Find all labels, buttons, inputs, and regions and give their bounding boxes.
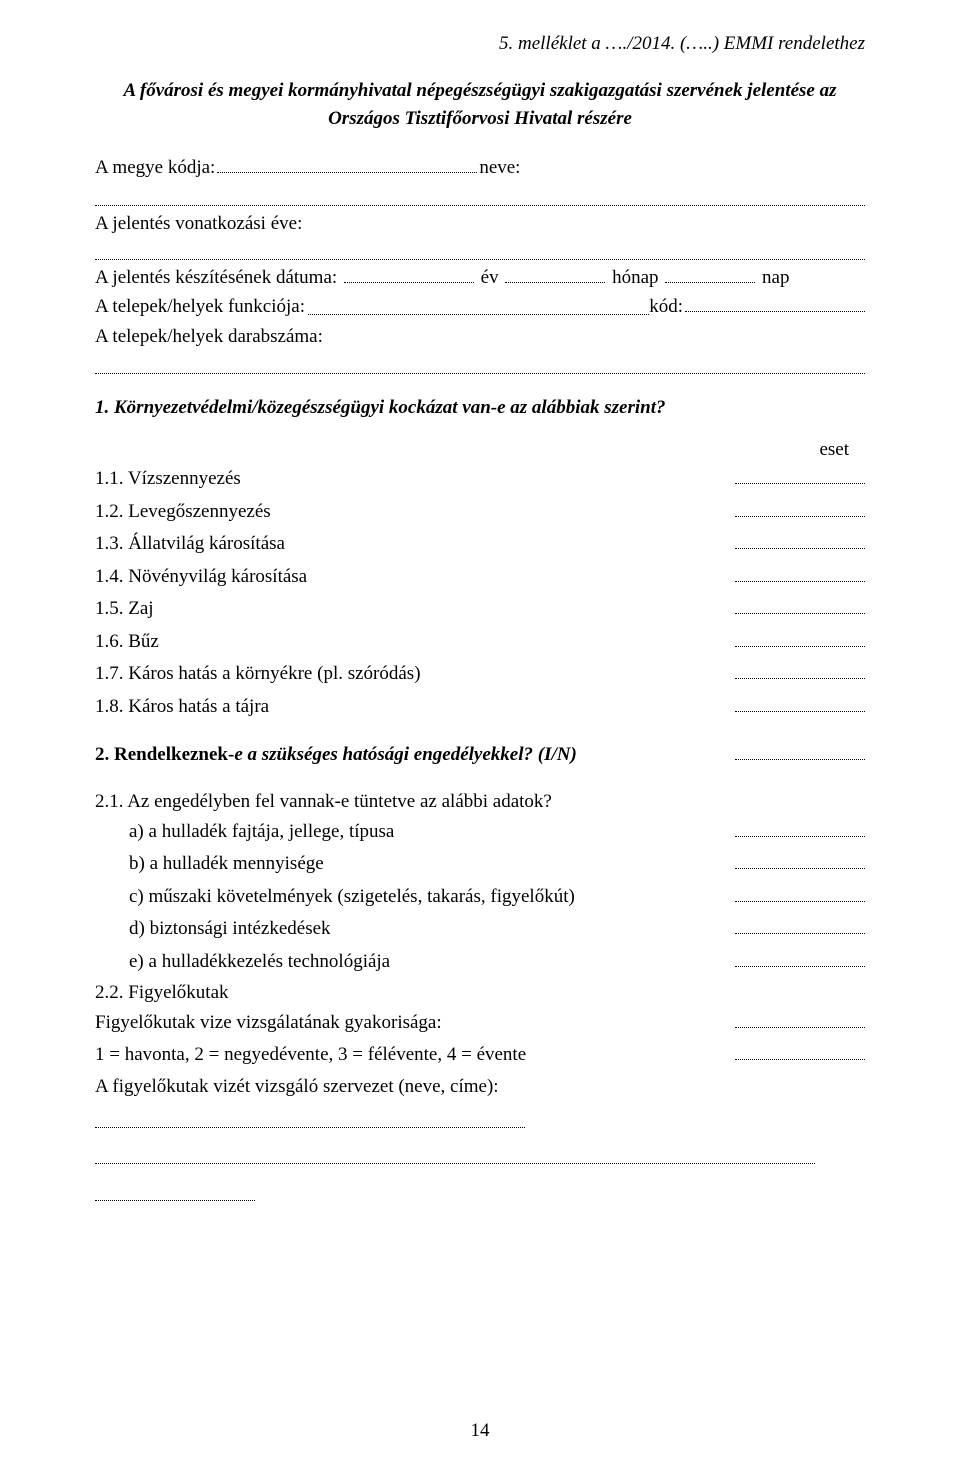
label-kod: kód:: [649, 293, 683, 322]
fill-kod[interactable]: [685, 293, 865, 312]
label-telepek-funkcio: A telepek/helyek funkciója:: [95, 293, 305, 322]
title-line-2: Országos Tisztifőorvosi Hivatal részére: [328, 108, 632, 129]
list-item-fill[interactable]: [735, 497, 865, 517]
section-2-title-a: 2. Rendelkeznek-: [95, 744, 234, 765]
row-telepek-funkcio: A telepek/helyek funkciója: kód:: [95, 293, 865, 322]
fill-jelentes-eve[interactable]: [95, 238, 865, 260]
list-item-label: 1.8. Káros hatás a tájra: [95, 693, 735, 722]
sub-list-item-label: c) műszaki követelmények (szigetelés, ta…: [129, 883, 735, 912]
list-item-fill[interactable]: [735, 659, 865, 679]
column-header-eset: eset: [95, 436, 865, 465]
label-figyelokutak-freq: Figyelőkutak vize vizsgálatának gyakoris…: [95, 1009, 735, 1038]
sub-list-item: b) a hulladék mennyisége: [95, 849, 865, 878]
document-title: A fővárosi és megyei kormányhivatal népe…: [95, 77, 865, 134]
sub-list-item-label: d) biztonsági intézkedések: [129, 915, 735, 944]
fill-ev[interactable]: [344, 264, 474, 283]
fill-figyelokutak-scale[interactable]: [735, 1040, 865, 1060]
page-container: 5. melléklet a …./2014. (…..) EMMI rende…: [0, 0, 960, 1463]
row-figyelokutak-freq: Figyelőkutak vize vizsgálatának gyakoris…: [95, 1008, 865, 1037]
list-item-fill[interactable]: [735, 465, 865, 485]
fill-nap[interactable]: [665, 264, 755, 283]
list-item-label: 1.2. Levegőszennyezés: [95, 498, 735, 527]
sub-list-item-label: a) a hulladék fajtája, jellege, típusa: [129, 818, 735, 847]
section-2-title-b: e a szükséges hatósági engedélyekkel? (I…: [234, 744, 576, 765]
fill-neve-line[interactable]: [95, 184, 865, 206]
q-2-1: 2.1. Az engedélyben fel vannak-e tüntetv…: [95, 788, 865, 817]
section-1-title: 1. Környezetvédelmi/közegészségügyi kock…: [95, 394, 865, 423]
list-item-label: 1.6. Bűz: [95, 628, 735, 657]
list-item: 1.1. Vízszennyezés: [95, 465, 865, 494]
fill-figyelokutak-freq[interactable]: [735, 1008, 865, 1028]
section-2-title: 2. Rendelkeznek-e a szükséges hatósági e…: [95, 741, 735, 770]
label-keszites-datuma: A jelentés készítésének dátuma:: [95, 267, 337, 288]
list-item: 1.3. Állatvilág károsítása: [95, 529, 865, 558]
list-item-label: 1.3. Állatvilág károsítása: [95, 530, 735, 559]
row-figyelokutak-scale: 1 = havonta, 2 = negyedévente, 3 = félév…: [95, 1040, 865, 1069]
page-number: 14: [0, 1417, 960, 1446]
sub-list-item-fill[interactable]: [735, 947, 865, 967]
label-figyelokutak-scale: 1 = havonta, 2 = negyedévente, 3 = félév…: [95, 1041, 735, 1070]
list-item-label: 1.1. Vízszennyezés: [95, 465, 735, 494]
fill-org-line-3[interactable]: [95, 1180, 255, 1201]
sub-list-item: e) a hulladékkezelés technológiája: [95, 947, 865, 976]
list-item: 1.2. Levegőszennyezés: [95, 497, 865, 526]
list-item-label: 1.7. Káros hatás a környékre (pl. szóród…: [95, 660, 735, 689]
list-item-fill[interactable]: [735, 562, 865, 582]
title-line-1: A fővárosi és megyei kormányhivatal népe…: [124, 80, 837, 101]
label-neve: neve:: [479, 154, 520, 183]
sub-list-item: a) a hulladék fajtája, jellege, típusa: [95, 817, 865, 846]
section-1-list: 1.1. Vízszennyezés 1.2. Levegőszennyezés 1…: [95, 465, 865, 722]
fill-telepek-darab[interactable]: [95, 352, 865, 374]
fill-section-2[interactable]: [735, 740, 865, 760]
sub-list-2-1: a) a hulladék fajtája, jellege, típusa b)…: [95, 817, 865, 976]
sub-list-item-fill[interactable]: [735, 882, 865, 902]
label-ev: év: [481, 267, 499, 288]
list-item: 1.7. Káros hatás a környékre (pl. szóród…: [95, 659, 865, 688]
list-item: 1.4. Növényvilág károsítása: [95, 562, 865, 591]
fill-funkcio[interactable]: [308, 293, 649, 315]
label-nap: nap: [762, 267, 789, 288]
fill-honap[interactable]: [505, 264, 605, 283]
list-item-fill[interactable]: [735, 594, 865, 614]
list-item-fill[interactable]: [735, 529, 865, 549]
sub-list-item-fill[interactable]: [735, 817, 865, 837]
sub-list-item-label: e) a hulladékkezelés technológiája: [129, 948, 735, 977]
section-2-title-row: 2. Rendelkeznek-e a szükséges hatósági e…: [95, 740, 865, 769]
list-item: 1.6. Bűz: [95, 627, 865, 656]
label-honap: hónap: [612, 267, 658, 288]
fill-megye-kodja[interactable]: [217, 154, 477, 173]
row-keszites-datuma: A jelentés készítésének dátuma: év hónap…: [95, 264, 865, 293]
sub-list-item: c) műszaki követelmények (szigetelés, ta…: [95, 882, 865, 911]
list-item: 1.8. Káros hatás a tájra: [95, 692, 865, 721]
sub-list-item-label: b) a hulladék mennyisége: [129, 850, 735, 879]
label-figyelokutak-org: A figyelőkutak vizét vizsgáló szervezet …: [95, 1073, 865, 1102]
sub-list-item: d) biztonsági intézkedések: [95, 914, 865, 943]
list-item: 1.5. Zaj: [95, 594, 865, 623]
q-2-2: 2.2. Figyelőkutak: [95, 979, 865, 1008]
header-reference: 5. melléklet a …./2014. (…..) EMMI rende…: [95, 30, 865, 59]
label-jelentes-eve: A jelentés vonatkozási éve:: [95, 210, 865, 239]
row-megye: A megye kódja: neve:: [95, 154, 865, 183]
list-item-label: 1.4. Növényvilág károsítása: [95, 563, 735, 592]
fill-org-line-1[interactable]: [95, 1107, 525, 1128]
fill-org-line-2[interactable]: [95, 1143, 815, 1164]
label-megye-kodja: A megye kódja:: [95, 154, 215, 183]
sub-list-item-fill[interactable]: [735, 849, 865, 869]
sub-list-item-fill[interactable]: [735, 914, 865, 934]
list-item-label: 1.5. Zaj: [95, 595, 735, 624]
list-item-fill[interactable]: [735, 627, 865, 647]
list-item-fill[interactable]: [735, 692, 865, 712]
label-telepek-darab: A telepek/helyek darabszáma:: [95, 323, 865, 352]
